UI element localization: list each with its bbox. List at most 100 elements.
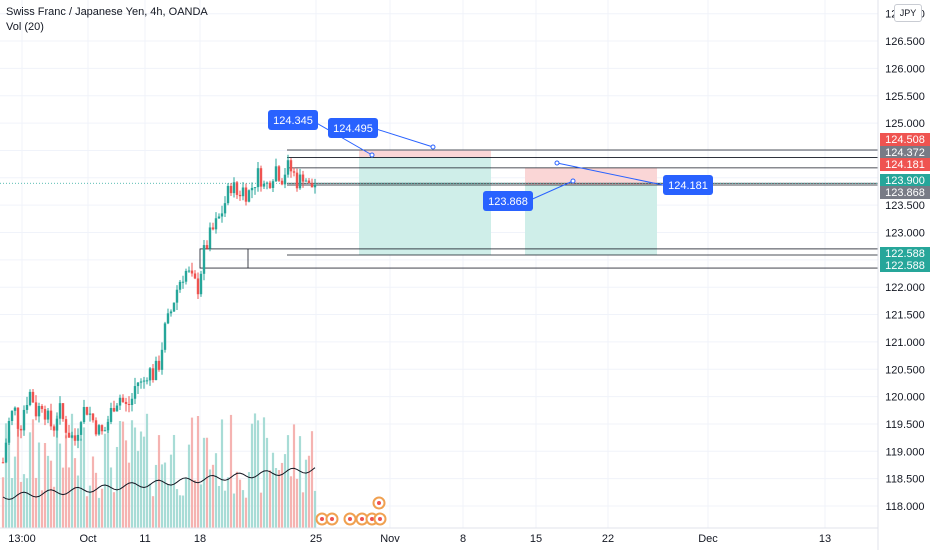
- candle-body: [25, 405, 29, 410]
- volume-bar: [166, 484, 170, 528]
- volume-bar: [4, 423, 8, 528]
- volume-bar: [244, 497, 248, 528]
- volume-bar: [187, 444, 191, 528]
- candle-body: [37, 405, 41, 417]
- annotation-labels: 124.345 124.495 123.868 124.181: [268, 110, 713, 211]
- candle-body: [115, 405, 119, 412]
- volume-bar: [295, 478, 299, 528]
- volume-bar: [37, 442, 41, 528]
- volume-indicator-label: Vol (20): [6, 21, 44, 33]
- candle-body: [235, 182, 239, 195]
- candle-body: [70, 435, 74, 438]
- volume-bar: [91, 456, 95, 528]
- candle-body: [163, 323, 167, 350]
- candle-body: [19, 428, 23, 431]
- volume-bar: [250, 423, 254, 528]
- candle-body: [172, 302, 176, 312]
- volume-bar: [118, 420, 122, 528]
- volume-bar: [208, 469, 212, 528]
- volume-bar: [28, 432, 32, 528]
- stop-zone: [525, 167, 657, 186]
- volume-bar: [106, 418, 110, 528]
- currency-badge[interactable]: JPY: [894, 4, 922, 22]
- price-axis-badge: [880, 158, 930, 171]
- candle-body: [274, 166, 278, 182]
- volume-bar: [43, 443, 47, 528]
- y-tick-label: 123.500: [885, 200, 925, 212]
- x-tick-label: Dec: [698, 533, 718, 545]
- candle-body: [103, 430, 107, 432]
- volume-bar: [304, 459, 308, 528]
- candle-body: [133, 386, 137, 399]
- candle-body: [196, 278, 200, 295]
- event-icon-dot: [377, 501, 381, 505]
- candle-body: [193, 273, 197, 279]
- volume-bar: [205, 437, 209, 528]
- target-zone: [359, 157, 491, 256]
- volume-bar: [151, 496, 155, 528]
- candle-body: [211, 227, 215, 230]
- risk-reward-zones: [359, 150, 657, 256]
- candle-body: [268, 182, 272, 188]
- volume-bar: [214, 453, 218, 528]
- volume-bar: [31, 419, 35, 528]
- volume-bar: [211, 464, 215, 528]
- annotation-box: [483, 191, 533, 211]
- price-axis: 118.000 118.500 119.000 119.500 120.000 120.5…: [877, 0, 930, 550]
- volume-bar: [49, 460, 53, 528]
- candle-body: [220, 213, 224, 217]
- candle-body: [292, 171, 296, 173]
- candle-body: [145, 380, 149, 382]
- candle-body: [226, 185, 230, 204]
- candle-body: [10, 410, 14, 421]
- annotation-leader: [527, 180, 574, 202]
- volume-bar: [217, 485, 221, 528]
- volume-bar: [286, 435, 290, 528]
- x-tick-label: 22: [602, 533, 614, 545]
- y-tick-label: 118.000: [886, 501, 925, 513]
- volume-bar: [10, 478, 14, 528]
- price-axis-badge: [880, 133, 930, 146]
- candle-body: [283, 174, 287, 185]
- annotation-anchor: [554, 160, 560, 166]
- candle-body: [280, 180, 284, 185]
- volume-bar: [13, 456, 17, 528]
- candle-body: [136, 382, 140, 387]
- volume-bar: [259, 492, 263, 528]
- volume-bar: [139, 431, 143, 528]
- candle-body: [121, 397, 125, 402]
- volume-bar: [109, 467, 113, 528]
- volume-bar: [178, 495, 182, 528]
- annotation-label: 124.345: [273, 115, 313, 127]
- volume-bar: [34, 477, 38, 528]
- candle-body: [112, 408, 116, 412]
- candle-body: [64, 419, 68, 433]
- volume-bar: [298, 436, 302, 528]
- y-tick-label: 121.000: [885, 337, 925, 349]
- volume-bar: [58, 443, 62, 528]
- x-tick-label: 8: [460, 533, 466, 545]
- x-tick-label: 15: [530, 533, 542, 545]
- candle-body: [166, 313, 170, 324]
- candle-body: [184, 270, 188, 282]
- volume-bar: [256, 420, 260, 528]
- y-tick-label: 126.000: [885, 63, 925, 75]
- price-axis-badge-label: 122.588: [885, 260, 925, 272]
- volume-bar: [223, 490, 227, 528]
- candle-body: [73, 435, 77, 441]
- candle-body: [151, 368, 155, 381]
- candle-body: [214, 218, 218, 230]
- volume-bar: [202, 437, 206, 528]
- candle-body: [181, 281, 185, 283]
- volume-bar: [19, 481, 23, 528]
- volume-bar: [7, 431, 11, 528]
- price-axis-badge-label: 122.588: [885, 248, 925, 260]
- candle-body: [301, 174, 305, 182]
- volume-bar: [22, 474, 26, 528]
- y-tick-label: 122.000: [885, 282, 925, 294]
- candle-body: [259, 168, 263, 187]
- annotation-box: [268, 110, 318, 130]
- volume-bar: [169, 454, 173, 528]
- volume-bar: [289, 476, 293, 528]
